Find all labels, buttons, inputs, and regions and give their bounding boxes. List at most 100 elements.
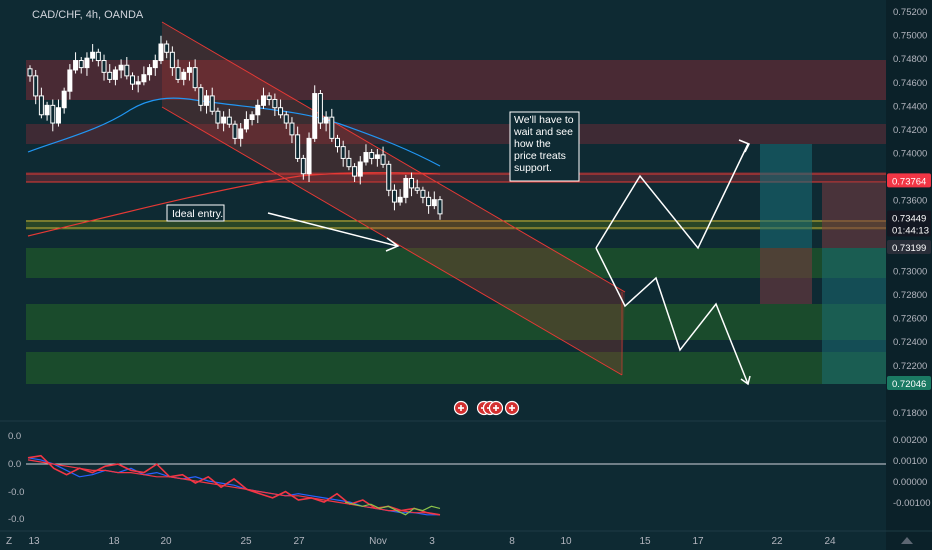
candle[interactable] — [198, 84, 204, 112]
candle[interactable] — [124, 56, 130, 80]
candle[interactable] — [335, 134, 340, 153]
support-zone-1[interactable] — [26, 248, 886, 278]
candlestick-series[interactable] — [27, 35, 443, 220]
candle[interactable] — [204, 90, 210, 114]
candle[interactable] — [420, 186, 426, 204]
long-position-target[interactable] — [760, 144, 812, 248]
candle[interactable] — [426, 191, 432, 214]
bearish-scenario-path[interactable] — [595, 247, 749, 385]
candle[interactable] — [232, 120, 238, 145]
support-zone-2[interactable] — [26, 304, 886, 340]
candle[interactable] — [243, 111, 249, 133]
candle[interactable] — [289, 117, 295, 144]
candle[interactable] — [260, 87, 266, 109]
plus-icon[interactable] — [504, 400, 520, 416]
candle[interactable] — [27, 65, 33, 82]
candle[interactable] — [141, 66, 147, 86]
candle[interactable] — [431, 191, 437, 210]
resistance-zone-lower[interactable] — [26, 172, 886, 182]
candle[interactable] — [112, 66, 118, 86]
entry-note-box[interactable] — [166, 204, 225, 222]
candle[interactable] — [33, 69, 39, 105]
candle[interactable] — [107, 64, 113, 83]
candle[interactable] — [164, 40, 170, 59]
long-position-stop[interactable] — [760, 248, 812, 304]
candle[interactable] — [414, 179, 420, 194]
candle[interactable] — [221, 111, 227, 132]
z-toggle[interactable]: Z — [6, 536, 12, 547]
candle[interactable] — [215, 107, 221, 129]
candle[interactable] — [329, 108, 335, 142]
candle[interactable] — [95, 48, 101, 67]
plus-icon[interactable] — [488, 400, 504, 416]
candle[interactable] — [312, 85, 318, 142]
candle[interactable] — [249, 111, 255, 126]
candle[interactable] — [135, 75, 141, 93]
candle[interactable] — [386, 160, 392, 197]
candle[interactable] — [209, 87, 215, 115]
candle[interactable] — [346, 150, 352, 171]
candle[interactable] — [369, 148, 375, 165]
candle[interactable] — [380, 146, 386, 168]
candle[interactable] — [186, 61, 192, 81]
candle[interactable] — [38, 87, 44, 119]
candle[interactable] — [238, 123, 244, 147]
price-axis[interactable] — [886, 0, 932, 550]
candle[interactable] — [278, 99, 284, 119]
candle[interactable] — [397, 189, 403, 206]
candle[interactable] — [300, 154, 306, 180]
candle[interactable] — [255, 99, 261, 124]
entry-arrow-line[interactable] — [267, 212, 398, 247]
candle[interactable] — [130, 72, 135, 91]
candle[interactable] — [295, 126, 301, 162]
candle[interactable] — [44, 101, 50, 121]
candle[interactable] — [175, 59, 181, 83]
candle[interactable] — [101, 54, 107, 81]
candle[interactable] — [403, 174, 409, 204]
candle[interactable] — [90, 44, 96, 62]
indicator-lines[interactable] — [27, 454, 441, 516]
candle[interactable] — [391, 184, 397, 211]
current-zone[interactable] — [26, 220, 886, 230]
candle[interactable] — [317, 90, 323, 129]
candle[interactable] — [147, 64, 153, 81]
candle[interactable] — [118, 59, 124, 79]
resistance-zone-mid[interactable] — [26, 124, 886, 144]
candle[interactable] — [226, 108, 232, 128]
candle[interactable] — [357, 156, 363, 185]
indicator-series-line[interactable] — [27, 459, 441, 516]
candle[interactable] — [306, 132, 312, 183]
short-position-target[interactable] — [822, 248, 886, 384]
candle[interactable] — [409, 172, 415, 197]
event-markers[interactable] — [453, 400, 520, 416]
bullish-scenario-path[interactable] — [595, 143, 749, 250]
plus-icon[interactable] — [453, 400, 469, 416]
channel-top-line[interactable] — [161, 21, 626, 293]
candle[interactable] — [55, 99, 61, 127]
candle[interactable] — [437, 196, 443, 220]
candle[interactable] — [192, 59, 198, 92]
indicator-series-line[interactable] — [27, 457, 440, 516]
candle[interactable] — [272, 93, 278, 116]
candle[interactable] — [78, 56, 84, 74]
candle[interactable] — [323, 111, 329, 132]
resistance-zone-upper[interactable] — [26, 60, 886, 100]
indicator-series-line[interactable] — [27, 454, 441, 516]
candle[interactable] — [169, 46, 175, 76]
candle[interactable] — [152, 54, 158, 76]
wait-note-box[interactable] — [509, 111, 580, 182]
candle[interactable] — [181, 68, 187, 86]
indicator-series-line[interactable] — [344, 501, 441, 516]
candle[interactable] — [67, 64, 73, 100]
candle[interactable] — [50, 99, 56, 132]
candle[interactable] — [73, 52, 79, 74]
candle[interactable] — [61, 87, 67, 114]
candle[interactable] — [363, 144, 369, 166]
short-position-stop[interactable] — [822, 182, 886, 248]
candle[interactable] — [283, 111, 289, 129]
candle[interactable] — [158, 35, 164, 65]
candle[interactable] — [340, 140, 346, 167]
candle[interactable] — [266, 92, 272, 106]
candle[interactable] — [352, 163, 358, 183]
